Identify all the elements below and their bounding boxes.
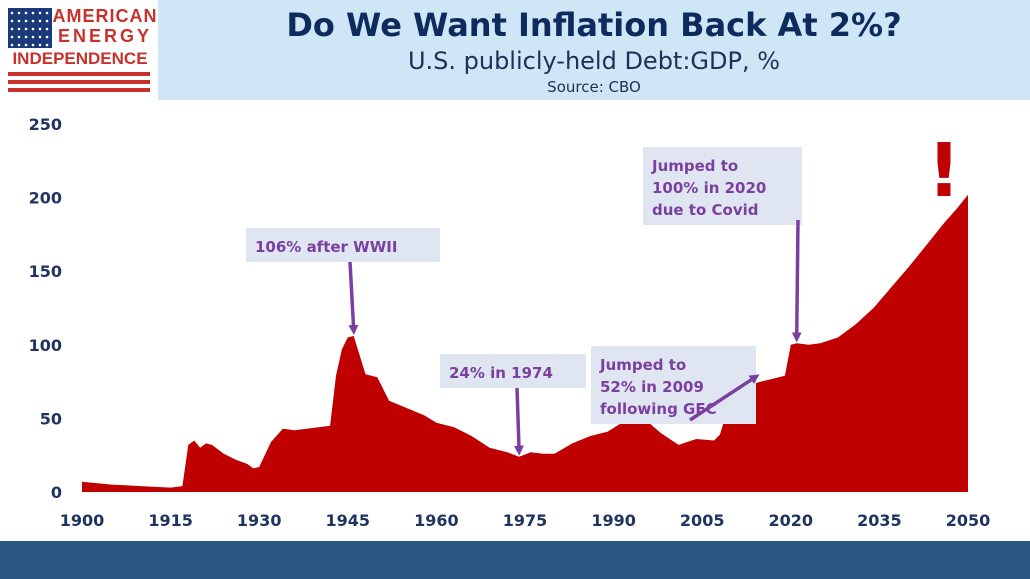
flag-star [17, 19, 21, 23]
flag-star [24, 43, 28, 47]
y-tick-label: 50 [40, 409, 62, 428]
annotation-text: 100% in 2020 [652, 179, 766, 197]
flag-star [31, 27, 35, 31]
flag-stripe [8, 88, 150, 92]
x-tick-label: 1915 [148, 511, 193, 530]
logo: AMERICAN ENERGY INDEPENDENCE [0, 0, 158, 100]
annotation-text: 24% in 1974 [449, 364, 553, 382]
x-tick-label: 1900 [60, 511, 105, 530]
flag-star [38, 19, 42, 23]
footer-bar [0, 541, 1030, 579]
annotation-text: following GFC [600, 400, 717, 418]
annotation-arrow [348, 261, 359, 335]
x-tick-label: 1930 [237, 511, 282, 530]
flag-star [24, 19, 28, 23]
debt-gdp-chart: 0 50 100 150 200 250 1900 1915 1930 1945 1960 1975… [29, 115, 991, 530]
flag-star [45, 35, 49, 39]
y-tick-label: 200 [29, 189, 62, 208]
annotation-arrow [513, 387, 524, 456]
y-tick-label: 250 [29, 115, 62, 134]
flag-stars [10, 11, 49, 47]
flag-star [17, 27, 21, 31]
flag-star [24, 35, 28, 39]
y-tick-label: 150 [29, 262, 62, 281]
header-bar: AMERICAN ENERGY INDEPENDENCE Do We Want … [0, 0, 1030, 100]
annotation-box [440, 354, 586, 388]
y-tick-label: 0 [51, 483, 62, 502]
flag-star [31, 43, 35, 47]
flag-star [10, 35, 14, 39]
x-axis: 1900 1915 1930 1945 1960 1975 1990 2005 2020 2035… [60, 511, 991, 530]
annotation-text: due to Covid [652, 201, 758, 219]
flag-star [10, 27, 14, 31]
flag-star [45, 27, 49, 31]
annotation-text: 52% in 2009 [600, 378, 704, 396]
x-tick-label: 2035 [857, 511, 902, 530]
flag-star [31, 11, 35, 15]
chart-subtitle: U.S. publicly-held Debt:GDP, % [407, 47, 781, 75]
annotation-text: 106% after WWII [255, 238, 397, 256]
x-tick-label: 2020 [769, 511, 814, 530]
annotation-box [643, 147, 802, 225]
flag-star [31, 19, 35, 23]
x-tick-label: 2050 [946, 511, 991, 530]
american-flag-logo-icon: AMERICAN ENERGY INDEPENDENCE [8, 6, 158, 92]
x-tick-label: 1990 [591, 511, 636, 530]
annotation-text: Jumped to [651, 157, 738, 175]
flag-stripe [8, 72, 150, 76]
flag-star [10, 11, 14, 15]
chart-source: Source: CBO [547, 78, 641, 96]
debt-gdp-area [82, 194, 968, 492]
annotation-text: Jumped to [599, 356, 686, 374]
flag-star [38, 43, 42, 47]
x-tick-label: 1975 [503, 511, 548, 530]
flag-star [17, 43, 21, 47]
flag-star [10, 43, 14, 47]
page-title: Do We Want Inflation Back At 2%? [286, 6, 902, 44]
annotation-arrow [689, 374, 760, 422]
flag-star [45, 19, 49, 23]
flag-star [45, 11, 49, 15]
flag-star [31, 35, 35, 39]
logo-line-1: AMERICAN [53, 6, 158, 26]
flag-star [38, 11, 42, 15]
flag-stripe [8, 80, 150, 84]
flag-star [24, 11, 28, 15]
flag-canton [8, 8, 52, 48]
flag-star [38, 27, 42, 31]
exclamation-glyph: ! [927, 128, 961, 214]
annotation-box [591, 346, 756, 424]
flag-star [24, 27, 28, 31]
annotations: 106% after WWII 24% in 1974 Jumped to 52% i… [246, 147, 802, 456]
flag-star [45, 43, 49, 47]
flag-star [17, 35, 21, 39]
logo-line-3: INDEPENDENCE [12, 49, 147, 68]
annotation-arrow [791, 219, 802, 343]
exclamation-mark: ! [927, 128, 961, 214]
x-tick-label: 1945 [326, 511, 371, 530]
x-tick-label: 1960 [414, 511, 459, 530]
flag-star [10, 19, 14, 23]
flag-star [17, 11, 21, 15]
y-tick-label: 100 [29, 336, 62, 355]
flag-star [38, 35, 42, 39]
x-tick-label: 2005 [680, 511, 725, 530]
annotation-box [246, 228, 440, 262]
y-axis: 0 50 100 150 200 250 [29, 115, 62, 502]
logo-line-2: ENERGY [58, 26, 152, 46]
